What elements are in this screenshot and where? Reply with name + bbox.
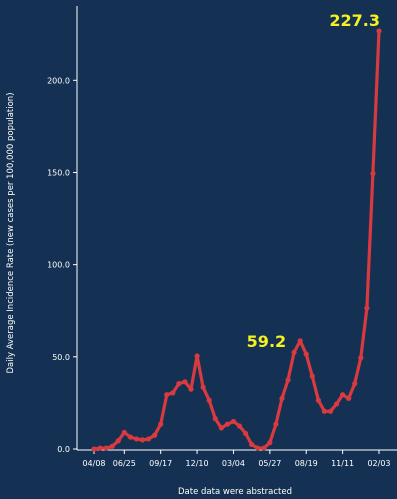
- data-point: [242, 430, 249, 437]
- data-point: [370, 170, 376, 177]
- x-axis-ticks: 04/08 06/25 09/17 12/10 03/04 05/27 08/19 11/11…: [82, 450, 391, 468]
- y-tick-label: 0.0: [57, 445, 70, 454]
- data-point: [346, 395, 352, 401]
- data-point: [230, 418, 237, 425]
- data-point: [145, 436, 152, 442]
- x-tick-label: 04/08: [82, 459, 105, 468]
- data-point: [255, 445, 261, 451]
- x-tick-label: 03/04: [222, 459, 245, 468]
- data-point: [97, 445, 103, 451]
- series-group: [91, 28, 382, 452]
- data-point: [121, 429, 127, 436]
- annotations: 59.2 227.3: [247, 11, 380, 351]
- data-point: [103, 445, 109, 451]
- y-tick-label: 50.0: [52, 353, 70, 362]
- x-tick-label: 08/19: [295, 459, 318, 468]
- data-point: [152, 432, 158, 438]
- y-tick-label: 150.0: [47, 168, 70, 177]
- x-axis-title: Date data were abstracted: [178, 487, 292, 497]
- data-point: [200, 384, 206, 390]
- data-point: [236, 423, 243, 429]
- data-point: [194, 353, 200, 359]
- data-point: [249, 441, 255, 448]
- data-point: [127, 434, 133, 440]
- data-point: [188, 386, 194, 392]
- data-point: [358, 355, 364, 361]
- data-point: [267, 440, 273, 446]
- data-point: [182, 379, 188, 385]
- x-tick-label: 12/10: [186, 459, 209, 468]
- data-point: [158, 421, 164, 427]
- x-tick-label: 11/11: [331, 459, 354, 468]
- data-point: [297, 338, 303, 344]
- y-tick-label: 100.0: [47, 261, 70, 270]
- data-point: [133, 436, 140, 442]
- x-tick-label: 05/27: [258, 459, 281, 468]
- x-tick-label: 09/17: [149, 459, 172, 468]
- data-point: [176, 381, 182, 387]
- data-point: [218, 425, 224, 431]
- data-point: [303, 351, 309, 357]
- data-point: [340, 392, 346, 398]
- series-line: [92, 29, 381, 451]
- y-tick-label: 200.0: [47, 76, 70, 85]
- data-point: [170, 390, 176, 396]
- data-point: [309, 373, 315, 379]
- data-point: [164, 392, 170, 398]
- data-point: [352, 381, 358, 387]
- data-point: [333, 401, 340, 407]
- data-point: [109, 443, 115, 449]
- annotation-label: 59.2: [247, 332, 286, 351]
- data-point: [273, 421, 279, 427]
- data-point: [279, 395, 285, 401]
- data-point: [91, 446, 97, 452]
- data-point: [139, 437, 146, 443]
- y-axis-title: Daily Average Incidence Rate (new cases …: [6, 92, 16, 373]
- data-point: [115, 438, 121, 444]
- data-point: [327, 408, 334, 414]
- data-point: [212, 416, 218, 422]
- data-point: [261, 445, 267, 451]
- annotation-label: 227.3: [329, 11, 380, 30]
- data-point: [224, 421, 231, 427]
- data-point: [364, 305, 370, 311]
- data-point: [285, 377, 291, 383]
- data-point: [321, 408, 328, 414]
- x-tick-label: 02/03: [367, 459, 390, 468]
- x-tick-label: 06/25: [113, 459, 136, 468]
- data-point: [315, 397, 321, 403]
- data-point: [206, 397, 212, 403]
- y-axis-ticks: 0.0 50.0 100.0 150.0 200.0: [47, 76, 77, 454]
- data-point: [376, 28, 382, 34]
- data-point: [291, 349, 297, 355]
